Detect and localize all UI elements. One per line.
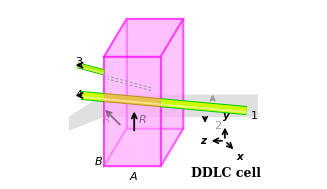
Text: 2: 2	[215, 121, 222, 131]
Polygon shape	[161, 103, 247, 113]
Polygon shape	[81, 91, 104, 102]
Polygon shape	[77, 63, 105, 75]
Polygon shape	[104, 19, 127, 166]
Text: 1: 1	[250, 111, 257, 121]
Text: DDLC cell: DDLC cell	[191, 167, 261, 180]
Polygon shape	[104, 93, 161, 107]
Text: x: x	[236, 152, 243, 162]
Polygon shape	[65, 94, 262, 132]
Polygon shape	[161, 19, 183, 166]
Text: B: B	[95, 157, 102, 167]
Polygon shape	[81, 96, 104, 100]
Polygon shape	[104, 19, 183, 57]
Polygon shape	[104, 57, 161, 166]
Polygon shape	[77, 62, 105, 75]
Text: R: R	[139, 115, 147, 125]
Text: 3: 3	[75, 57, 82, 67]
Text: A: A	[129, 172, 137, 182]
Polygon shape	[104, 98, 161, 105]
Polygon shape	[127, 19, 183, 129]
Polygon shape	[104, 129, 183, 166]
Text: 4: 4	[75, 91, 82, 100]
Text: y: y	[223, 111, 230, 121]
Polygon shape	[160, 99, 247, 114]
Text: R: R	[103, 115, 111, 125]
Polygon shape	[104, 94, 161, 106]
Text: z: z	[200, 136, 206, 146]
Polygon shape	[160, 98, 247, 115]
Polygon shape	[81, 92, 104, 101]
Polygon shape	[77, 66, 104, 74]
